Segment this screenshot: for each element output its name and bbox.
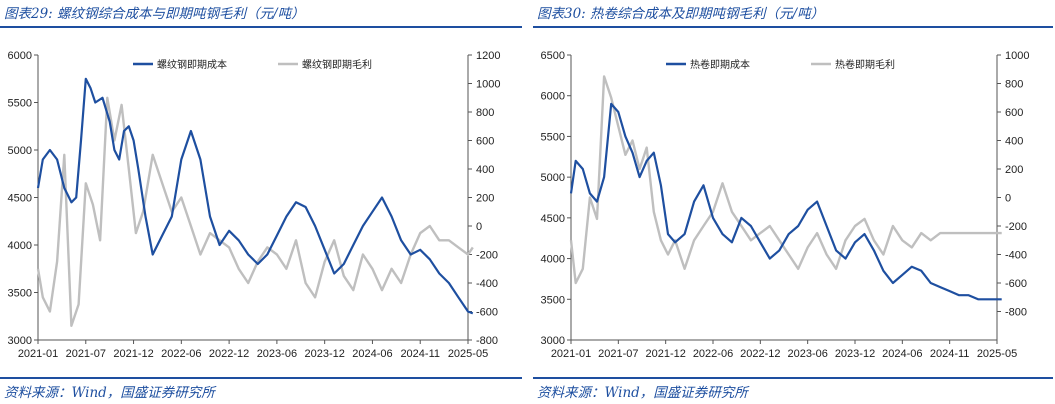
x-tick-label: 2024-06: [352, 348, 392, 360]
x-tick-label: 2023-12: [835, 348, 875, 360]
y-right-tick-label: 1000: [1005, 50, 1029, 62]
y-right-tick-label: 1200: [476, 50, 500, 62]
x-tick-label: 2023-12: [304, 348, 344, 360]
title-rule: [533, 26, 1053, 28]
series-line-0: [569, 102, 1002, 301]
x-tick-label: 2023-06: [787, 348, 827, 360]
x-tick-label: 2021-01: [551, 348, 591, 360]
y-left-tick-label: 3500: [541, 294, 565, 306]
hotcoil-chart: 30003500400045005000550060006500-800-600…: [541, 50, 1030, 360]
rebar-chart: 3000350040004500500055006000-800-600-400…: [8, 50, 501, 360]
y-right-tick-label: -800: [1005, 307, 1027, 319]
y-left-tick-label: 3500: [8, 288, 32, 300]
legend-label: 螺纹钢即期毛利: [302, 58, 372, 71]
source-rule: [0, 377, 522, 379]
y-left-tick-label: 3000: [8, 335, 32, 347]
x-tick-label: 2024-06: [882, 348, 922, 360]
chart-title: 图表29: 螺纹钢综合成本与即期吨钢毛利（元/吨）: [4, 6, 305, 22]
legend-label: 热卷即期成本: [690, 58, 750, 71]
y-right-tick-label: 0: [1005, 193, 1011, 205]
x-tick-label: 2021-07: [598, 348, 638, 360]
y-right-tick-label: -200: [476, 250, 498, 262]
source-note: 资料来源：Wind，国盛证券研究所: [4, 385, 215, 401]
y-right-tick-label: 800: [476, 107, 494, 119]
chart-panel-rebar: 图表29: 螺纹钢综合成本与即期吨钢毛利（元/吨） 3000 3500 4000 45…: [0, 0, 525, 404]
y-left-tick-label: 5500: [541, 131, 565, 143]
y-right-tick-label: 400: [476, 164, 494, 176]
y-right-tick-label: 600: [1005, 107, 1023, 119]
legend-label: 螺纹钢即期成本: [157, 58, 227, 71]
y-left-tick-label: 6000: [541, 91, 565, 103]
y-right-tick-label: 0: [476, 221, 482, 233]
y-right-tick-label: -200: [1005, 221, 1027, 233]
x-tick-label: 2024-11: [930, 348, 970, 360]
y-right-tick-label: 600: [476, 136, 494, 148]
y-left-tick-label: 4000: [541, 254, 565, 266]
x-tick-label: 2025-05: [977, 348, 1017, 360]
series-line-0: [36, 77, 474, 315]
y-right-tick-label: -400: [1005, 250, 1027, 262]
source-rule: [533, 377, 1053, 379]
y-left-tick-label: 4000: [8, 240, 32, 252]
title-rule: [0, 26, 522, 28]
source-note: 资料来源：Wind，国盛证券研究所: [537, 385, 748, 401]
y-right-tick-label: -800: [476, 335, 498, 347]
y-right-tick-label: 200: [476, 193, 494, 205]
y-left-tick-label: 5000: [541, 172, 565, 184]
y-right-tick-label: -600: [1005, 278, 1027, 290]
x-tick-label: 2022-12: [740, 348, 780, 360]
y-left-tick-label: 3000: [541, 335, 565, 347]
y-right-tick-label: 1000: [476, 79, 500, 91]
y-right-tick-label: -600: [476, 307, 498, 319]
x-tick-label: 2021-12: [113, 348, 153, 360]
series-line-1: [36, 96, 474, 327]
series-line-1: [569, 75, 1002, 285]
y-left-tick-label: 6500: [541, 50, 565, 62]
chart-title: 图表30: 热卷综合成本及即期吨钢毛利（元/吨）: [537, 6, 825, 22]
x-tick-label: 2024-11: [400, 348, 440, 360]
x-tick-label: 2021-12: [645, 348, 685, 360]
x-tick-label: 2025-05: [448, 348, 488, 360]
chart-panel-hotcoil: 图表30: 热卷综合成本及即期吨钢毛利（元/吨） 3000 3500 4000 450…: [533, 0, 1055, 404]
x-tick-label: 2023-06: [257, 348, 297, 360]
y-right-tick-label: 800: [1005, 79, 1023, 91]
x-tick-label: 2021-07: [66, 348, 106, 360]
y-right-tick-label: -400: [476, 278, 498, 290]
x-tick-label: 2022-12: [209, 348, 249, 360]
x-tick-label: 2022-06: [161, 348, 201, 360]
y-right-tick-label: 400: [1005, 136, 1023, 148]
y-right-tick-label: 200: [1005, 164, 1023, 176]
x-tick-label: 2021-01: [18, 348, 58, 360]
legend-label: 热卷即期毛利: [835, 58, 895, 71]
y-left-tick-label: 4500: [541, 213, 565, 225]
y-left-tick-label: 6000: [8, 50, 32, 62]
y-left-tick-label: 5000: [8, 145, 32, 157]
y-left-tick-label: 4500: [8, 193, 32, 205]
x-tick-label: 2022-06: [693, 348, 733, 360]
y-left-tick-label: 5500: [8, 98, 32, 110]
